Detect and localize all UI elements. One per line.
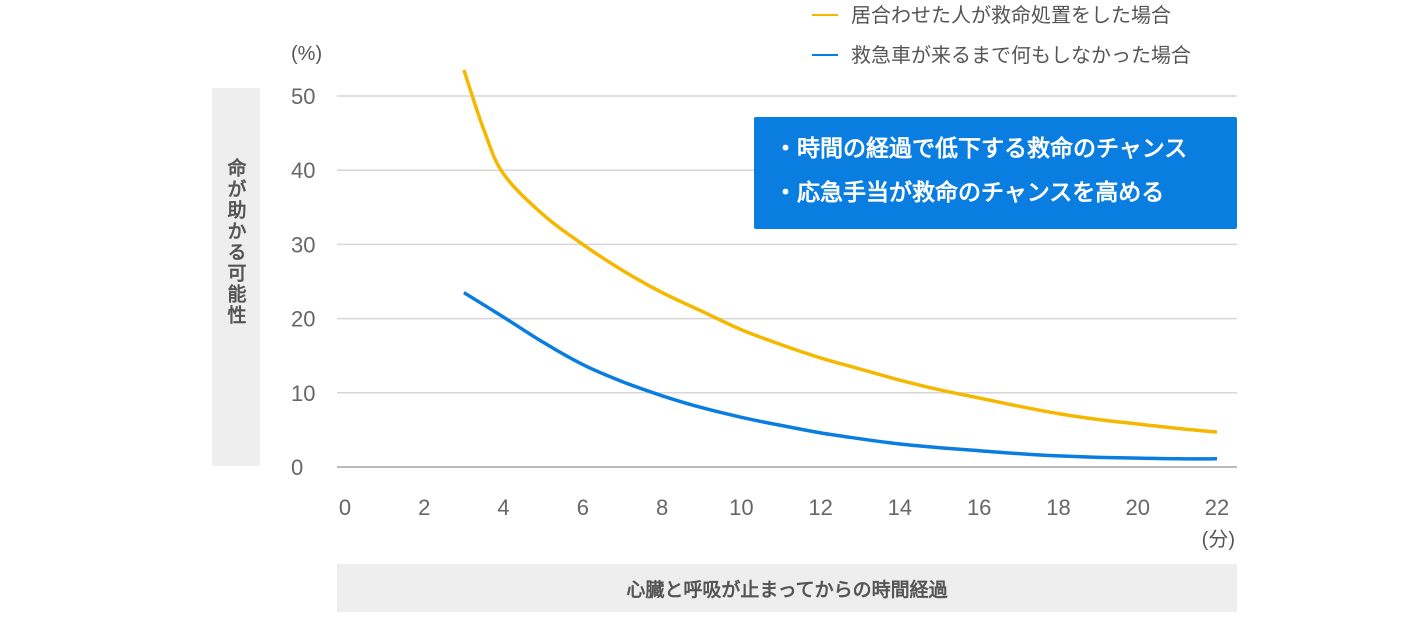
y-unit-label: (%)	[291, 43, 322, 65]
x-unit-label: (分)	[1202, 528, 1235, 551]
y-tick-10: 10	[291, 381, 315, 406]
y-tick-40: 40	[291, 158, 315, 183]
x-tick-10: 10	[729, 495, 753, 520]
x-tick-0: 0	[339, 495, 351, 520]
x-tick-16: 16	[967, 495, 991, 520]
x-tick-22: 22	[1205, 495, 1229, 520]
x-tick-20: 20	[1125, 495, 1149, 520]
series-lines	[462, 69, 1218, 461]
x-tick-18: 18	[1046, 495, 1070, 520]
y-axis-label: 命が助かる可能性	[224, 158, 247, 326]
x-tick-6: 6	[577, 495, 589, 520]
callout-box: ・時間の経過で低下する救命のチャンス ・応急手当が救命のチャンスを高める	[754, 117, 1237, 229]
x-axis-label: 心臓と呼吸が止まってからの時間経過	[626, 578, 948, 601]
y-tick-labels: 0 10 20 30 40 50	[291, 84, 315, 480]
callout-line-2: ・応急手当が救命のチャンスを高める	[774, 180, 1165, 206]
x-tick-4: 4	[497, 495, 509, 520]
y-tick-50: 50	[291, 84, 315, 109]
y-tick-20: 20	[291, 307, 315, 332]
x-tick-8: 8	[656, 495, 668, 520]
series-line-2	[462, 291, 1218, 461]
x-tick-14: 14	[888, 495, 912, 520]
y-axis-label-box: 命が助かる可能性	[212, 88, 260, 466]
legend-label-2: 救急車が来るまで何もしなかった場合	[851, 43, 1191, 67]
series-line-1	[462, 69, 1218, 434]
x-axis-label-box: 心臓と呼吸が止まってからの時間経過	[337, 564, 1237, 612]
x-tick-2: 2	[418, 495, 430, 520]
y-tick-0: 0	[291, 455, 303, 480]
y-tick-30: 30	[291, 232, 315, 257]
legend-label-1: 居合わせた人が救命処置をした場合	[851, 3, 1171, 27]
callout-line-1: ・時間の経過で低下する救命のチャンス	[774, 136, 1188, 162]
x-tick-labels: 0 2 4 6 8 10 12 14 16 18 20 22	[339, 495, 1229, 520]
x-tick-12: 12	[808, 495, 832, 520]
